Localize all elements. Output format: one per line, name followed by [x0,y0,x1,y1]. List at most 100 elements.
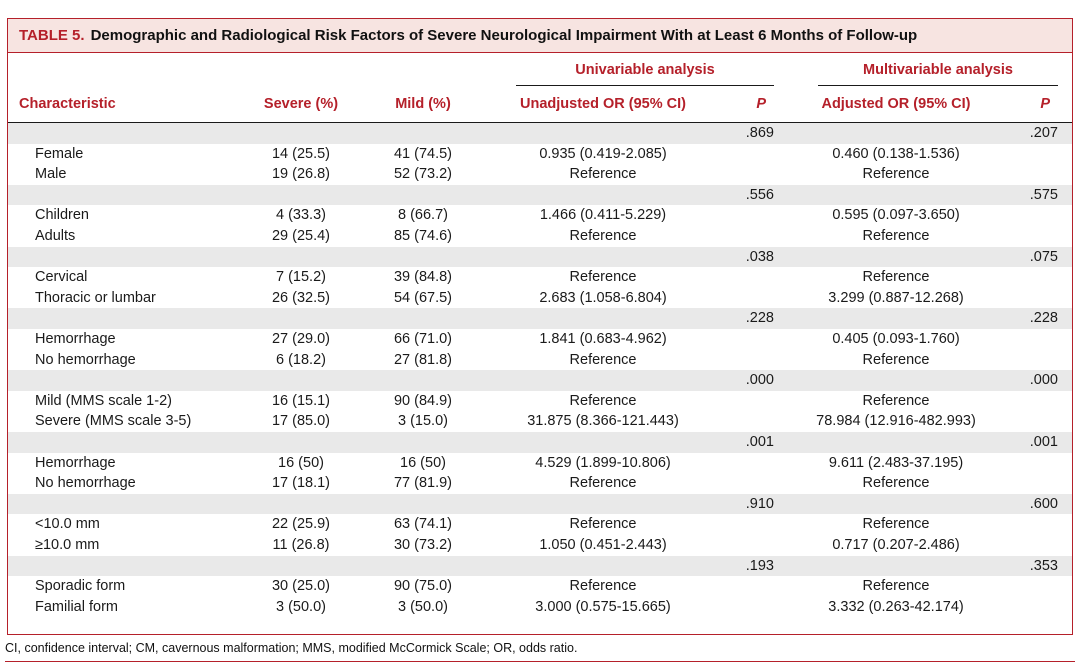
table-group-row: .038 .075 [8,246,1072,268]
cell-unadjusted-or: 3.000 (0.575-15.665) [535,598,671,615]
cell-mild: 85 (74.6) [393,228,453,244]
cell-adjusted-or: Reference [862,475,930,492]
cell-adjusted-or: Reference [862,269,930,286]
cell-adjusted-or: 0.595 (0.097-3.650) [832,207,960,224]
cell-unadjusted-or: 31.875 (8.366-121.443) [527,413,679,430]
table-group-row: .000 .000 [8,370,1072,391]
cell-mild: 52 (73.2) [393,166,453,183]
table-row: Children 4 (33.3) 8 (66.7) 1.466 (0.411-5.2… [8,205,1072,226]
cell-p-univariable: .000 [745,372,774,389]
table-row: Hemorrhage 16 (50) 16 (50) 4.529 (1.899-10.… [8,453,1072,474]
cell-unadjusted-or: Reference [569,578,637,595]
col-header-unadjusted-or: Unadjusted OR (95% CI) [520,96,686,112]
cell-adjusted-or: Reference [862,392,930,409]
table-row: Familial form 3 (50.0) 3 (50.0) 3.000 (0.57… [8,597,1072,618]
table-group-row: .001 .001 [8,432,1072,453]
cell-p-univariable: .001 [745,434,774,450]
cell-unadjusted-or: 1.050 (0.451-2.443) [539,537,667,553]
cell-characteristic: Hemorrhage [35,331,116,347]
cell-mild: 54 (67.5) [393,289,453,306]
cell-characteristic: Cervical [35,269,88,286]
table-row: Severe (MMS scale 3-5) 17 (85.0) 3 (15.0) 3… [8,411,1072,432]
cell-severe: 29 (25.4) [271,228,331,244]
cell-p-multivariable: .000 [1029,372,1058,389]
cell-mild: 3 (50.0) [398,598,448,615]
cell-adjusted-or: Reference [862,516,930,533]
univariable-group-header: Univariable analysis [575,62,715,78]
cell-characteristic: No hemorrhage [35,351,136,368]
cell-p-multivariable: .600 [1029,495,1058,512]
cell-adjusted-or: 9.611 (2.483-37.195) [828,454,964,471]
cell-adjusted-or: 3.299 (0.887-12.268) [828,289,964,306]
table-row: No hemorrhage 6 (18.2) 27 (81.8) Reference R… [8,350,1072,371]
col-header-p-univariable: P [756,96,766,112]
cell-mild: 16 (50) [400,454,446,471]
cell-adjusted-or: Reference [862,166,930,183]
cell-adjusted-or: 0.405 (0.093-1.760) [832,331,960,347]
cell-unadjusted-or: Reference [569,228,637,244]
cell-unadjusted-or: 1.841 (0.683-4.962) [539,331,667,347]
table-title-bar: TABLE 5. Demographic and Radiological Ri… [8,19,1072,53]
cell-mild: 90 (84.9) [393,392,453,409]
table-row: Hemorrhage 27 (29.0) 66 (71.0) 1.841 (0.683… [8,329,1072,350]
cell-adjusted-or: 0.460 (0.138-1.536) [832,145,960,162]
cell-unadjusted-or: 2.683 (1.058-6.804) [539,289,667,306]
cell-p-univariable: .228 [745,310,774,327]
multivariable-group-rule [818,85,1058,86]
cell-p-univariable: .556 [745,186,774,203]
cell-unadjusted-or: Reference [569,475,637,492]
cell-p-multivariable: .228 [1029,310,1058,327]
cell-unadjusted-or: 0.935 (0.419-2.085) [539,145,667,162]
table-row: Thoracic or lumbar 26 (32.5) 54 (67.5) 2.68… [8,288,1072,309]
cell-p-multivariable: .075 [1029,248,1058,265]
table-group-row: .556 .575 [8,184,1072,206]
cell-unadjusted-or: 1.466 (0.411-5.229) [539,207,667,224]
table-group-row: .193 .353 [8,555,1072,577]
table-row: Female 14 (25.5) 41 (74.5) 0.935 (0.419-2.0… [8,144,1072,165]
cell-severe: 14 (25.5) [271,145,331,162]
cell-mild: 27 (81.8) [393,351,453,368]
col-header-mild: Mild (%) [395,96,451,112]
cell-p-univariable: .193 [745,557,774,574]
cell-characteristic: Familial form [35,598,118,615]
cell-severe: 16 (50) [278,454,324,471]
cell-characteristic: Thoracic or lumbar [35,289,156,306]
header-rule [8,122,1072,123]
table-footnote: CI, confidence interval; CM, cavernous m… [5,641,578,655]
cell-mild: 8 (66.7) [398,207,448,224]
col-header-adjusted-or: Adjusted OR (95% CI) [821,96,971,112]
cell-severe: 19 (26.8) [271,166,331,183]
table-row: <10.0 mm 22 (25.9) 63 (74.1) Reference Refer… [8,514,1072,535]
table-row: Sporadic form 30 (25.0) 90 (75.0) Reference… [8,576,1072,597]
cell-characteristic: Male [35,166,67,183]
cell-mild: 30 (73.2) [393,537,453,553]
cell-mild: 77 (81.9) [393,475,453,492]
col-header-severe: Severe (%) [263,96,339,112]
cell-characteristic: Severe (MMS scale 3-5) [35,413,192,430]
table-row: Mild (MMS scale 1-2) 16 (15.1) 90 (84.9) Re… [8,391,1072,412]
cell-p-multivariable: .353 [1029,557,1058,574]
cell-severe: 22 (25.9) [271,516,331,533]
cell-characteristic: Sporadic form [35,578,126,595]
cell-severe: 7 (15.2) [276,269,326,286]
cell-mild: 39 (84.8) [393,269,453,286]
table-frame: TABLE 5. Demographic and Radiological Ri… [7,18,1073,635]
table-group-row: .910 .600 [8,493,1072,515]
cell-unadjusted-or: Reference [569,166,637,183]
table-row: ≥10.0 mm 11 (26.8) 30 (73.2) 1.050 (0.451-2… [8,535,1072,556]
cell-adjusted-or: 78.984 (12.916-482.993) [816,413,976,430]
cell-p-multivariable: .001 [1029,434,1058,450]
cell-severe: 11 (26.8) [272,537,330,553]
cell-unadjusted-or: Reference [569,516,637,533]
cell-unadjusted-or: Reference [569,351,637,368]
cell-mild: 63 (74.1) [393,516,453,533]
cell-characteristic: Mild (MMS scale 1-2) [35,392,172,409]
cell-characteristic: Children [35,207,89,224]
cell-characteristic: Adults [35,228,76,244]
cell-characteristic: ≥10.0 mm [35,537,100,553]
cell-severe: 26 (32.5) [271,289,331,306]
cell-mild: 3 (15.0) [398,413,448,430]
table-group-row: .869 .207 [8,123,1072,144]
table-row: Adults 29 (25.4) 85 (74.6) Reference Referen… [8,226,1072,247]
cell-characteristic: Hemorrhage [35,454,116,471]
